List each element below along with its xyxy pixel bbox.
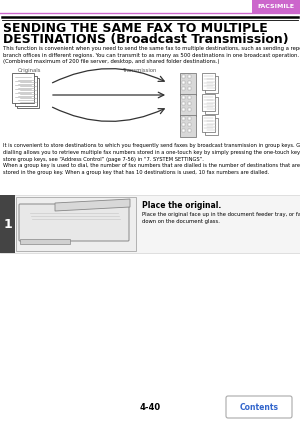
- FancyBboxPatch shape: [205, 76, 218, 93]
- FancyBboxPatch shape: [188, 108, 191, 111]
- FancyBboxPatch shape: [182, 75, 185, 78]
- FancyBboxPatch shape: [180, 73, 196, 95]
- FancyBboxPatch shape: [188, 75, 191, 78]
- FancyBboxPatch shape: [12, 73, 34, 103]
- FancyBboxPatch shape: [188, 81, 191, 84]
- FancyBboxPatch shape: [188, 96, 191, 99]
- Text: It is convenient to store destinations to which you frequently send faxes by bro: It is convenient to store destinations t…: [3, 143, 300, 175]
- FancyBboxPatch shape: [182, 108, 185, 111]
- FancyBboxPatch shape: [202, 115, 215, 132]
- Text: Place the original.: Place the original.: [142, 201, 221, 210]
- FancyBboxPatch shape: [205, 117, 218, 134]
- Text: Place the original face up in the document feeder tray, or face
down on the docu: Place the original face up in the docume…: [142, 212, 300, 224]
- FancyBboxPatch shape: [182, 81, 185, 84]
- FancyBboxPatch shape: [14, 76, 37, 105]
- FancyBboxPatch shape: [17, 78, 39, 108]
- Text: Transmission: Transmission: [123, 68, 157, 73]
- Text: Originals: Originals: [18, 68, 42, 73]
- FancyBboxPatch shape: [182, 123, 185, 126]
- Text: This function is convenient when you need to send the same fax to multiple desti: This function is convenient when you nee…: [3, 46, 300, 64]
- FancyBboxPatch shape: [182, 102, 185, 105]
- FancyBboxPatch shape: [188, 102, 191, 105]
- FancyBboxPatch shape: [202, 94, 215, 111]
- FancyBboxPatch shape: [205, 96, 218, 113]
- FancyBboxPatch shape: [188, 129, 191, 132]
- FancyBboxPatch shape: [0, 195, 300, 253]
- FancyBboxPatch shape: [188, 117, 191, 120]
- Text: FACSIMILE: FACSIMILE: [257, 4, 295, 9]
- FancyBboxPatch shape: [182, 117, 185, 120]
- Text: Contents: Contents: [239, 402, 278, 411]
- FancyBboxPatch shape: [16, 197, 136, 251]
- FancyBboxPatch shape: [226, 396, 292, 418]
- FancyBboxPatch shape: [182, 129, 185, 132]
- FancyBboxPatch shape: [20, 239, 70, 244]
- FancyBboxPatch shape: [19, 204, 129, 241]
- FancyBboxPatch shape: [182, 96, 185, 99]
- FancyBboxPatch shape: [252, 0, 300, 13]
- Text: SENDING THE SAME FAX TO MULTIPLE: SENDING THE SAME FAX TO MULTIPLE: [3, 22, 268, 35]
- FancyBboxPatch shape: [202, 73, 215, 90]
- Polygon shape: [55, 199, 130, 211]
- FancyBboxPatch shape: [180, 115, 196, 137]
- Text: 1: 1: [3, 218, 12, 230]
- FancyBboxPatch shape: [182, 87, 185, 90]
- FancyBboxPatch shape: [180, 94, 196, 116]
- FancyBboxPatch shape: [0, 195, 15, 253]
- FancyBboxPatch shape: [188, 123, 191, 126]
- FancyBboxPatch shape: [188, 87, 191, 90]
- Text: 4-40: 4-40: [140, 403, 160, 413]
- Text: DESTINATIONS (Broadcast Transmission): DESTINATIONS (Broadcast Transmission): [3, 33, 289, 46]
